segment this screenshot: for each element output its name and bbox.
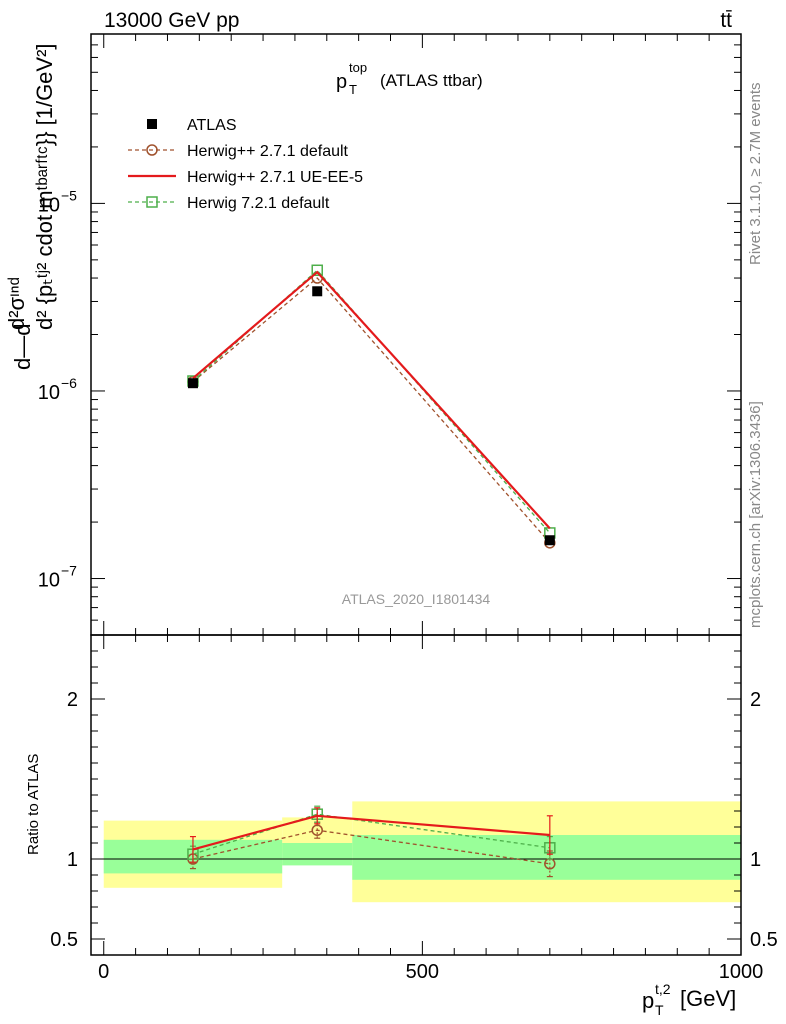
main-panel: 10−710−610−5	[38, 33, 742, 636]
y-tick-label-exp: −6	[61, 375, 77, 391]
ratio-band-green-2	[352, 835, 741, 880]
y-tick-label: 10	[38, 570, 60, 592]
main-point-3-1	[311, 264, 323, 277]
ratio-y-tick-label: 1	[67, 849, 78, 871]
ylabel-frac-top: d²σᶦⁿᵈ	[4, 277, 29, 330]
main-point-0-2	[544, 535, 555, 546]
main-point-0-1	[312, 286, 323, 297]
svg-text:p: p	[336, 71, 347, 93]
ylabel-left: d—d	[10, 324, 35, 370]
ratio-point-0-1	[311, 824, 323, 836]
title-main: p	[336, 71, 347, 93]
ratio-ylabel: Ratio to ATLAS	[25, 754, 42, 855]
y-tick-label: 10	[38, 194, 60, 216]
y-tick-label-exp: −7	[61, 563, 77, 579]
xlabel-sup: t,2	[655, 981, 671, 997]
ratio-series-line-1	[192, 814, 550, 851]
main-point-0-0	[187, 378, 198, 389]
header-left: 13000 GeV pp	[104, 9, 239, 32]
ratio-y-tick-label: 0.5	[50, 929, 78, 951]
y-tick-label: 10	[38, 382, 60, 404]
main-series-line-3	[192, 269, 551, 534]
legend: ATLAS Herwig++ 2.7.1 default Herwig++ 2.7.…	[128, 117, 363, 212]
legend-marker-1	[146, 144, 158, 156]
ratio-series-line-0	[192, 829, 550, 865]
legend-label-2: Herwig++ 2.7.1 UE-EE-5	[187, 169, 363, 186]
title-sub: T	[349, 82, 357, 97]
ratio-frame	[90, 634, 742, 956]
xlabel: p T t,2 [GeV]	[642, 981, 736, 1018]
title-sup: top	[349, 60, 367, 75]
legend-label-1: Herwig++ 2.7.1 default	[187, 143, 349, 160]
ratio-panel: 0 500 1000 0.5 0.5 1 1 2 2	[50, 634, 778, 983]
plot-title: p T top (ATLAS ttbar)	[336, 60, 483, 97]
ylabel-frac-bottom: d² {pₜᵗʲ² cdot mᵗᵇᵃʳᶠᵗᶜ}} [1/GeV²]	[32, 43, 57, 330]
ratio-y-tick-label-right: 2	[750, 689, 761, 711]
ratio-band-green-1	[282, 843, 353, 866]
main-ylabel: d—d d²σᶦⁿᵈ d² {pₜᵗʲ² cdot mᵗᵇᵃʳᶠᵗᶜ}} [1/…	[4, 43, 57, 370]
xlabel-sub: T	[655, 1002, 664, 1018]
x-tick-label: 1000	[719, 961, 764, 983]
header-right: tt̄	[720, 9, 732, 32]
xlabel-main: p	[642, 988, 654, 1013]
xlabel-rest: [GeV]	[680, 986, 736, 1011]
svg-text:d—d: d—d	[10, 324, 35, 370]
legend-marker-0	[147, 119, 157, 129]
legend-label-3: Herwig 7.2.1 default	[187, 195, 330, 212]
ratio-y-tick-label: 2	[67, 689, 78, 711]
legend-marker-3	[146, 196, 158, 208]
title-rest: (ATLAS ttbar)	[380, 71, 483, 90]
ratio-y-tick-label-right: 0.5	[750, 929, 778, 951]
ratio-y-tick-label-right: 1	[750, 849, 761, 871]
y-tick-label-exp: −5	[61, 187, 77, 203]
x-tick-label: 0	[98, 961, 109, 983]
x-tick-label: 500	[406, 961, 439, 983]
main-series-line-1	[192, 277, 551, 544]
rivet-label: Rivet 3.1.10, ≥ 2.7M events	[747, 83, 764, 266]
main-series-line-2	[192, 270, 551, 530]
mcplots-label: mcplots.cern.ch [arXiv:1306.3436]	[747, 401, 764, 628]
watermark: ATLAS_2020_I1801434	[342, 591, 491, 607]
ratio-series-line-2	[192, 813, 550, 855]
legend-label-0: ATLAS	[187, 117, 237, 134]
